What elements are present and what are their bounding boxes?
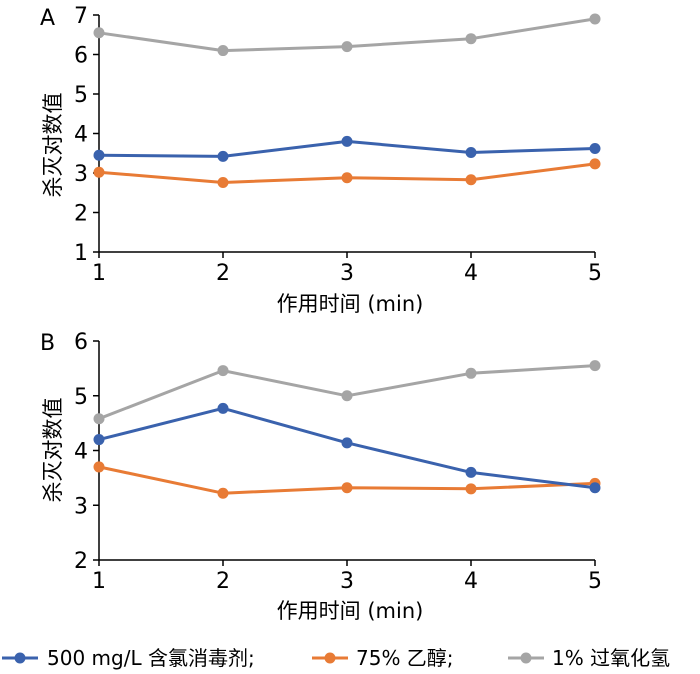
data-point bbox=[465, 466, 477, 478]
legend-item: 75% 乙醇; bbox=[312, 646, 454, 670]
data-point bbox=[589, 360, 601, 372]
data-point bbox=[217, 150, 229, 162]
data-point bbox=[589, 143, 601, 155]
data-point bbox=[93, 434, 105, 446]
data-point bbox=[589, 482, 601, 494]
y-tick-label: 6 bbox=[74, 330, 88, 355]
data-point bbox=[465, 174, 477, 186]
data-point bbox=[341, 390, 353, 402]
data-point bbox=[217, 45, 229, 57]
legend-label: 75% 乙醇; bbox=[356, 646, 454, 670]
legend-swatch-marker bbox=[14, 652, 26, 664]
y-tick-label: 2 bbox=[74, 202, 88, 227]
y-tick-label: 2 bbox=[74, 549, 88, 574]
x-tick-label: 1 bbox=[92, 569, 106, 594]
data-point bbox=[341, 172, 353, 184]
data-point bbox=[341, 135, 353, 147]
data-point bbox=[465, 146, 477, 158]
x-tick-label: 5 bbox=[588, 261, 602, 286]
legend-label: 1% 过氧化氢 bbox=[552, 646, 670, 670]
data-point bbox=[93, 413, 105, 425]
x-tick-label: 2 bbox=[216, 569, 230, 594]
data-point bbox=[465, 33, 477, 45]
legend-swatch-marker bbox=[324, 652, 336, 664]
data-point bbox=[465, 483, 477, 495]
y-tick-label: 5 bbox=[74, 385, 88, 410]
x-tick-label: 3 bbox=[340, 261, 354, 286]
legend: 500 mg/L 含氯消毒剂; 75% 乙醇; 1% 过氧化氢 bbox=[2, 646, 670, 670]
y-tick-label: 1 bbox=[74, 241, 88, 266]
legend-item: 1% 过氧化氢 bbox=[508, 646, 670, 670]
x-tick-label: 3 bbox=[340, 569, 354, 594]
data-point bbox=[217, 402, 229, 414]
panel-a-label: A bbox=[40, 6, 55, 31]
data-point bbox=[93, 461, 105, 473]
y-tick-label: 3 bbox=[74, 494, 88, 519]
x-tick-label: 4 bbox=[464, 261, 478, 286]
panel-a-xlabel: 作用时间 (min) bbox=[277, 292, 424, 316]
legend-item: 500 mg/L 含氯消毒剂; bbox=[2, 646, 255, 670]
data-point bbox=[93, 166, 105, 178]
panel-a-ylabel: 杀灭对数值 bbox=[41, 93, 65, 198]
x-tick-label: 5 bbox=[588, 569, 602, 594]
y-tick-label: 5 bbox=[74, 83, 88, 108]
x-tick-label: 1 bbox=[92, 261, 106, 286]
data-point bbox=[93, 149, 105, 161]
data-point bbox=[93, 27, 105, 39]
panel-b-ylabel: 杀灭对数值 bbox=[41, 398, 65, 503]
y-tick-label: 7 bbox=[74, 4, 88, 29]
data-point bbox=[341, 41, 353, 53]
legend-swatch-marker bbox=[520, 652, 532, 664]
legend-label: 500 mg/L 含氯消毒剂; bbox=[47, 646, 255, 670]
y-tick-label: 4 bbox=[74, 123, 88, 148]
y-tick-label: 3 bbox=[74, 162, 88, 187]
panel-a: A 杀灭对数值 作用时间 (min) 1 2 3 4 5 6 7 1 2 3 4 5 bbox=[40, 4, 602, 316]
data-point bbox=[217, 365, 229, 377]
data-point bbox=[217, 176, 229, 188]
x-tick-label: 4 bbox=[464, 569, 478, 594]
data-point bbox=[589, 13, 601, 25]
y-tick-label: 6 bbox=[74, 44, 88, 69]
data-point bbox=[465, 367, 477, 379]
panel-b-xlabel: 作用时间 (min) bbox=[277, 599, 424, 623]
data-point bbox=[341, 437, 353, 449]
y-tick-label: 4 bbox=[74, 440, 88, 465]
x-tick-label: 2 bbox=[216, 261, 230, 286]
data-point bbox=[217, 487, 229, 499]
data-point bbox=[341, 482, 353, 494]
data-point bbox=[589, 158, 601, 170]
panel-b-label: B bbox=[40, 331, 55, 356]
